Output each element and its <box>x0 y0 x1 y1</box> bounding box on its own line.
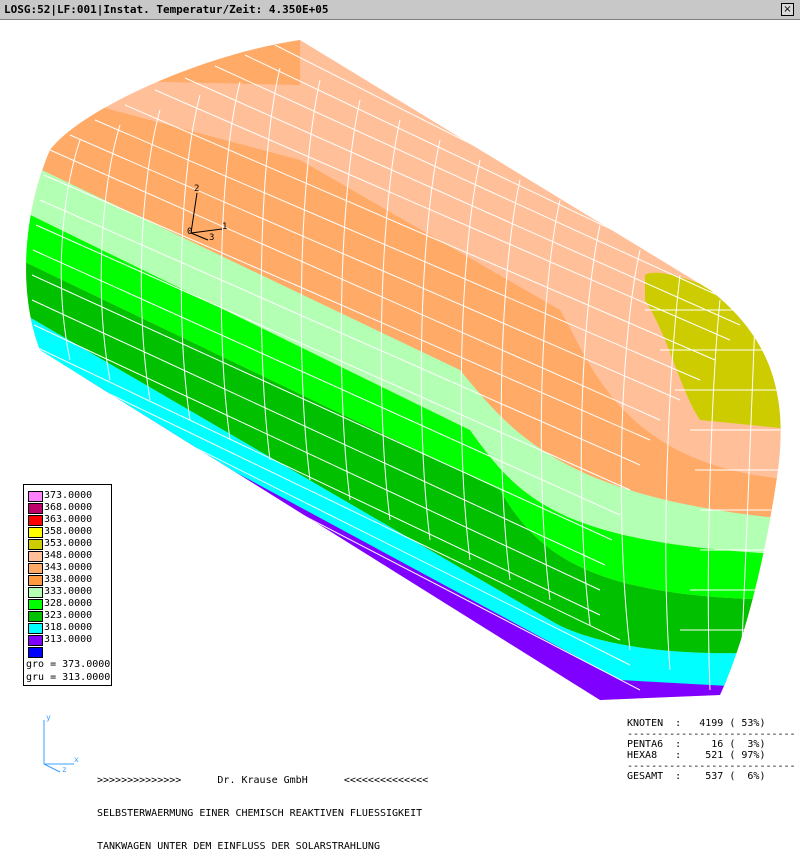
legend-entry: 353.0000 <box>28 538 110 550</box>
temperature-legend: 373.0000 368.0000 363.0000 358.0000 353.0000… <box>23 484 112 686</box>
footer-line1: >>>>>>>>>>>>>> Dr. Krause GmbH <<<<<<<<<… <box>97 775 429 786</box>
footer-line3: TANKWAGEN UNTER DEM EINFLUSS DER SOLARST… <box>97 841 380 852</box>
legend-value: 333.0000 <box>44 586 93 597</box>
legend-value: 358.0000 <box>44 526 93 537</box>
global-axes-icon: y x z <box>43 713 79 774</box>
legend-entry <box>28 647 110 658</box>
legend-swatch <box>28 575 43 586</box>
legend-entry: 348.0000 <box>28 550 110 562</box>
legend-swatch <box>28 515 43 526</box>
legend-entry: 358.0000 <box>28 526 110 538</box>
legend-entry: 323.0000 <box>28 610 110 622</box>
footer-line2: SELBSTERWAERMUNG EINER CHEMISCH REAKTIVE… <box>97 808 423 819</box>
legend-entry: 338.0000 <box>28 574 110 586</box>
band-328 <box>26 200 781 600</box>
cylinder-mesh-plot <box>26 40 781 700</box>
legend-entry: 313.0000 <box>28 634 110 646</box>
band-333 <box>26 150 781 555</box>
triad-label-2: 2 <box>194 184 200 194</box>
legend-value: 323.0000 <box>44 610 93 621</box>
legend-value: 348.0000 <box>44 550 93 561</box>
stat-separator: ------------------------------ <box>627 729 797 739</box>
legend-value: 353.0000 <box>44 538 93 549</box>
legend-swatch <box>28 647 43 658</box>
triad-label-0: 0 <box>187 227 193 237</box>
legend-swatch <box>28 611 43 622</box>
close-button[interactable]: × <box>781 3 794 16</box>
legend-swatch <box>28 563 43 574</box>
stat-separator: ------------------------------ <box>627 761 797 771</box>
legend-swatch <box>28 587 43 598</box>
legend-entry: 328.0000 <box>28 598 110 610</box>
legend-swatch <box>28 527 43 538</box>
window-titlebar: LOSG:52|LF:001|Instat. Temperatur/Zeit: … <box>0 0 800 20</box>
legend-swatch <box>28 539 43 550</box>
stat-penta6: PENTA6 : 16 ( 3%) <box>627 739 766 750</box>
legend-gru: gru = 313.0000 <box>26 672 111 683</box>
band-323 <box>26 250 781 654</box>
legend-swatch <box>28 503 43 514</box>
footer-caption: >>>>>>>>>>>>>> Dr. Krause GmbH <<<<<<<<<… <box>97 753 428 863</box>
axis-z-label: z <box>62 765 67 774</box>
legend-value: 343.0000 <box>44 562 93 573</box>
legend-entry: 373.0000 <box>28 490 110 502</box>
legend-value: 373.0000 <box>44 490 93 501</box>
band-top-cap <box>26 40 300 85</box>
stat-hexa8: HEXA8 : 521 ( 97%) <box>627 750 766 761</box>
legend-value: 318.0000 <box>44 622 93 633</box>
stat-gesamt: GESAMT : 537 ( 6%) <box>627 771 766 782</box>
legend-entry: 363.0000 <box>28 514 110 526</box>
stat-knoten: KNOTEN : 4199 ( 53%) <box>627 718 766 729</box>
mesh-statistics: KNOTEN : 4199 ( 53%) -------------------… <box>627 718 797 782</box>
coordinate-triad <box>190 192 223 241</box>
band-338 <box>26 80 781 520</box>
legend-swatch <box>28 599 43 610</box>
legend-value: 363.0000 <box>44 514 93 525</box>
fem-viewport[interactable]: 2 1 3 0 <box>0 20 800 800</box>
legend-entry: 318.0000 <box>28 622 110 634</box>
legend-value: 328.0000 <box>44 598 93 609</box>
legend-entry: 368.0000 <box>28 502 110 514</box>
window-title: LOSG:52|LF:001|Instat. Temperatur/Zeit: … <box>4 3 329 16</box>
legend-value: 368.0000 <box>44 502 93 513</box>
legend-swatch <box>28 635 43 646</box>
axis-x-label: x <box>74 755 79 764</box>
legend-entry: 343.0000 <box>28 562 110 574</box>
triad-label-3: 3 <box>209 233 215 243</box>
legend-swatch <box>28 491 43 502</box>
temperature-bands <box>26 40 781 700</box>
legend-value: 313.0000 <box>44 634 93 645</box>
triad-label-1: 1 <box>222 222 228 232</box>
legend-swatch <box>28 551 43 562</box>
legend-entry: 333.0000 <box>28 586 110 598</box>
legend-gro: gro = 373.0000 <box>26 659 111 670</box>
legend-swatch <box>28 623 43 634</box>
axis-y-label: y <box>46 713 51 722</box>
legend-value: 338.0000 <box>44 574 93 585</box>
